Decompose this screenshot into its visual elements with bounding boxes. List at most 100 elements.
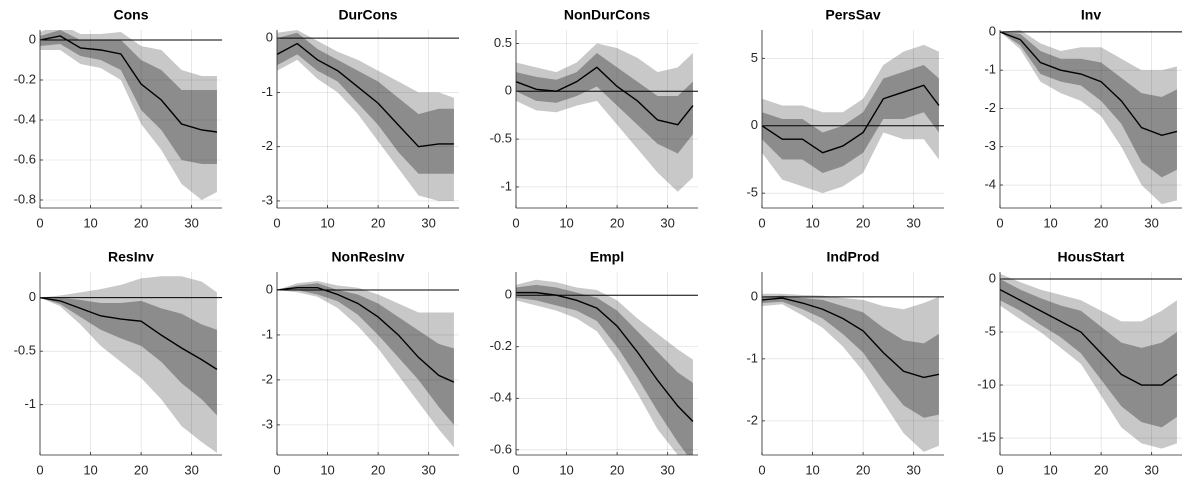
plot-area [40,30,217,200]
x-tick-label: 20 [610,462,624,477]
y-tick-label: -0.6 [490,441,512,456]
confidence-band [277,283,454,425]
panel: IndProd 0 10 20 30 0 -1 -2 [746,249,944,477]
x-tick-label: 10 [1043,215,1057,230]
x-tick-label: 20 [134,462,148,477]
x-tick-label: 0 [512,215,519,230]
y-tick-label: -1 [746,350,758,365]
x-tick-label: 20 [610,215,624,230]
y-tick-label: -3 [261,192,273,207]
x-tick-label: 20 [1094,215,1108,230]
y-tick-label: -0.5 [14,343,36,358]
x-tick-label: 0 [758,462,765,477]
x-tick-label: 20 [371,462,385,477]
y-tick-label: -4 [984,176,996,191]
confidence-band [40,30,217,200]
x-tick-label: 0 [996,462,1003,477]
y-tick-label: 5 [751,50,758,65]
confidence-band [40,30,217,164]
confidence-band [40,297,217,416]
y-tick-label: -3 [984,138,996,153]
confidence-band [1000,31,1177,178]
x-tick-label: 10 [805,462,819,477]
confidence-band [762,65,939,173]
response-line [999,31,1178,137]
x-tick-label: 20 [371,215,385,230]
confidence-band [516,52,693,154]
response-line [515,66,694,126]
x-tick-label: 10 [83,215,97,230]
y-tick-label: -0.8 [14,191,36,206]
x-tick-label: 0 [273,462,280,477]
response-line [276,287,455,383]
response-line [39,296,218,370]
panel-title: PersSav [825,7,880,23]
x-tick-label: 10 [1043,462,1057,477]
y-tick-label: -1 [24,396,36,411]
x-tick-label: 30 [906,462,920,477]
x-tick-label: 20 [856,215,870,230]
x-tick-label: 30 [421,215,435,230]
y-tick-label: -0.2 [14,71,36,86]
y-tick-label: -2 [261,138,273,153]
y-tick-label: 0 [266,281,273,296]
panel-title: IndProd [827,249,880,265]
y-tick-label: 0.5 [494,35,512,50]
x-tick-label: 0 [512,462,519,477]
confidence-band [1000,278,1177,428]
x-tick-label: 30 [1144,462,1158,477]
x-tick-label: 10 [559,462,573,477]
confidence-band [277,280,454,448]
x-tick-label: 30 [1144,215,1158,230]
panel-title: Inv [1081,7,1101,23]
x-tick-label: 0 [273,215,280,230]
x-tick-label: 10 [805,215,819,230]
y-tick-label: 0 [266,30,273,45]
plot-area [277,280,454,448]
plot-area [277,30,454,201]
y-tick-label: -5 [984,323,996,338]
panel: NonResInv 0 10 20 30 0 -1 -2 -3 [261,249,459,477]
plot-area [516,279,693,455]
y-tick-label: -10 [977,376,996,391]
panel-title: Cons [114,7,149,23]
panel: Empl 0 10 20 30 0 -0.2 -0.4 -0.6 [490,249,698,477]
y-tick-label: -0.4 [14,111,36,126]
x-tick-label: 10 [559,215,573,230]
confidence-band [762,293,939,452]
y-tick-label: -0.6 [14,151,36,166]
x-tick-label: 0 [996,215,1003,230]
y-tick-label: -1 [261,326,273,341]
plot-area [1000,273,1177,449]
response-line [516,291,694,422]
x-tick-label: 30 [184,462,198,477]
y-tick-label: -0.2 [490,338,512,353]
y-tick-label: 0 [751,288,758,303]
plot-area [762,44,939,194]
response-line [761,297,940,379]
panel: HousStart 0 10 20 30 0 -5 -10 -15 [977,249,1182,477]
panel-title: NonDurCons [564,7,651,23]
x-tick-label: 20 [1094,462,1108,477]
y-tick-label: -2 [261,371,273,386]
y-tick-label: 0 [751,117,758,132]
panel-title: DurCons [338,7,397,23]
panel: Cons 0 10 20 30 0 -0.2 -0.4 -0.6 -0.8 [14,7,222,230]
x-tick-label: 30 [906,215,920,230]
panel-title: ResInv [108,249,154,265]
y-tick-label: 0 [29,289,36,304]
response-line [39,35,218,133]
y-tick-label: -1 [984,62,996,77]
response-line [761,84,940,154]
y-tick-label: -5 [746,185,758,200]
y-tick-label: -2 [984,100,996,115]
confidence-band [277,32,454,174]
x-tick-label: 10 [320,462,334,477]
y-tick-label: 0 [989,23,996,38]
y-tick-label: -0.4 [490,390,512,405]
response-line [999,288,1178,386]
y-tick-label: 0 [505,287,512,302]
panel: DurCons 0 10 20 30 0 -1 -2 -3 [261,7,459,230]
x-tick-label: 30 [421,462,435,477]
